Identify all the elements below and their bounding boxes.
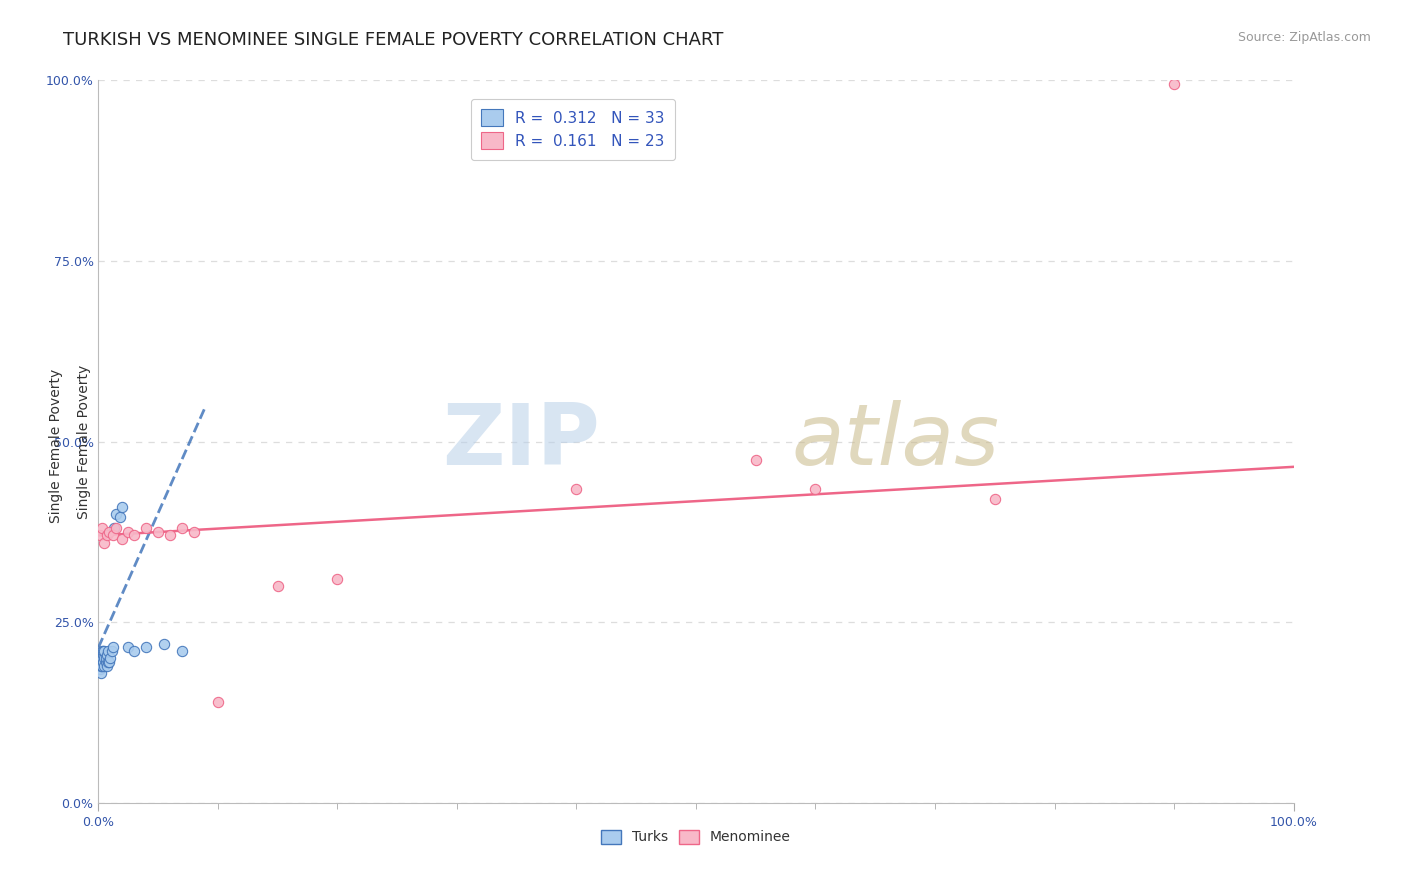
Point [267,579,290,593]
Point [94,651,117,665]
Point [91,648,114,662]
Point [91,644,114,658]
Point [984,492,1007,507]
Point [1163,77,1185,91]
Point [105,521,128,535]
Point [148,524,170,539]
Point [153,637,176,651]
Point [96,528,118,542]
Point [98,655,121,669]
Point [172,644,194,658]
Point [91,655,114,669]
Point [326,572,349,586]
Point [93,535,115,549]
Y-axis label: Single Female Poverty: Single Female Poverty [77,365,91,518]
Point [89,528,111,542]
Point [91,658,114,673]
Point [90,651,112,665]
Point [135,640,157,655]
Text: Single Female Poverty: Single Female Poverty [49,369,63,523]
Point [117,524,139,539]
Point [98,651,122,665]
Point [91,651,114,665]
Text: Source: ZipAtlas.com: Source: ZipAtlas.com [1237,31,1371,45]
Point [111,532,134,546]
Point [91,521,114,535]
Point [98,524,121,539]
Point [565,482,588,496]
Point [93,658,115,673]
Point [100,644,122,658]
Point [90,665,112,680]
Legend: Turks, Menominee: Turks, Menominee [596,824,796,850]
Point [91,644,114,658]
Point [89,655,111,669]
Point [89,662,111,676]
Point [93,644,115,658]
Point [804,482,827,496]
Point [103,521,125,535]
Point [124,528,146,542]
Point [745,452,768,467]
Point [111,500,134,514]
Point [101,528,124,542]
Point [124,644,146,658]
Point [93,651,115,665]
Point [96,658,118,673]
Point [159,528,181,542]
Point [101,640,124,655]
Point [108,510,131,524]
Point [172,521,194,535]
Point [105,507,128,521]
Point [117,640,139,655]
Point [207,695,229,709]
Text: ZIP: ZIP [443,400,600,483]
Text: TURKISH VS MENOMINEE SINGLE FEMALE POVERTY CORRELATION CHART: TURKISH VS MENOMINEE SINGLE FEMALE POVER… [63,31,724,49]
Text: atlas: atlas [792,400,1000,483]
Point [135,521,157,535]
Point [183,524,205,539]
Point [94,655,117,669]
Point [96,648,118,662]
Point [90,658,112,673]
Point [97,644,120,658]
Point [97,655,120,669]
